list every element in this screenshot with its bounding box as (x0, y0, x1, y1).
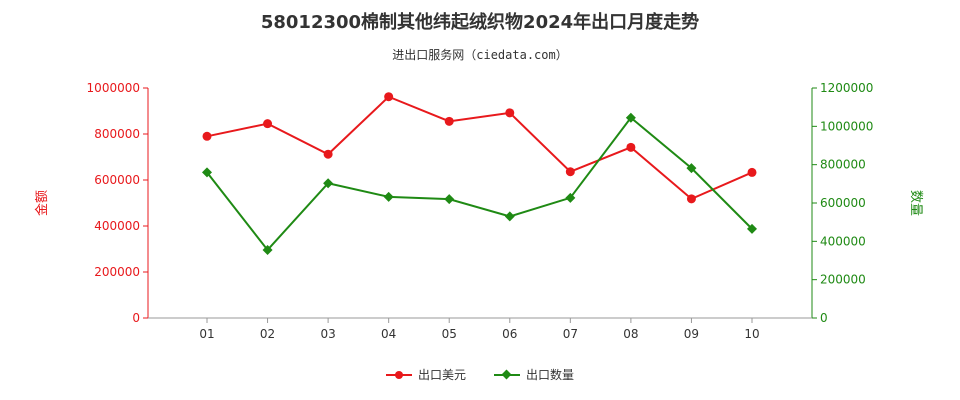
chart-subtitle: 进出口服务网（ciedata.com） (392, 48, 568, 62)
y-left-tick-label: 800000 (94, 127, 140, 141)
series-point-quantity (262, 244, 273, 255)
x-tick-label: 10 (744, 327, 759, 341)
series-line-quantity (206, 116, 753, 252)
series-point-usd (686, 194, 696, 204)
series-point-quantity (383, 191, 394, 202)
y-right-axis-label: 数量 (908, 190, 923, 216)
series-point-usd (565, 167, 575, 177)
x-tick-label: 06 (502, 327, 517, 341)
series-point-usd (747, 167, 757, 177)
x-tick-label: 09 (684, 327, 699, 341)
series-line-usd (206, 95, 753, 201)
y-left-tick-label: 1000000 (87, 81, 140, 95)
series-point-quantity (686, 163, 697, 174)
x-tick-label: 01 (199, 327, 214, 341)
series-point-quantity (565, 192, 576, 203)
y-left-axis-label: 金额 (34, 190, 50, 216)
series-point-quantity (504, 211, 515, 222)
series-point-usd (202, 131, 212, 141)
x-tick-label: 04 (381, 327, 396, 341)
y-right-tick-label: 800000 (820, 158, 866, 172)
legend: 出口美元 出口数量 (0, 366, 960, 383)
y-right-tick-label: 600000 (820, 196, 866, 210)
y-left-tick-label: 400000 (94, 219, 140, 233)
series-point-usd (626, 142, 636, 152)
series-point-usd (263, 119, 273, 129)
chart-title: 58012300棉制其他纬起绒织物2024年出口月度走势 (260, 12, 700, 33)
x-tick-label: 08 (623, 327, 638, 341)
y-right-tick-label: 1000000 (820, 119, 873, 133)
series-point-quantity (747, 223, 757, 234)
series-point-usd (444, 116, 454, 126)
legend-item-usd[interactable]: 出口美元 (385, 366, 466, 383)
y-left-tick-label: 600000 (94, 173, 140, 187)
legend-marker-quantity (494, 373, 520, 376)
y-right-tick-label: 0 (820, 311, 828, 325)
series-point-quantity (323, 178, 334, 189)
y-left-tick-label: 0 (132, 311, 140, 325)
legend-marker-usd (385, 370, 412, 379)
x-tick-label: 07 (563, 327, 578, 341)
series-point-usd (384, 92, 394, 102)
x-tick-label: 05 (442, 327, 457, 341)
legend-label-quantity: 出口数量 (526, 368, 575, 382)
series-point-usd (323, 149, 333, 159)
y-right-tick-label: 1200000 (820, 81, 873, 95)
legend-item-quantity[interactable]: 出口数量 (494, 366, 574, 383)
series-point-usd (505, 108, 515, 118)
series-point-quantity (202, 167, 212, 178)
y-right-tick-label: 200000 (820, 273, 866, 287)
legend-label-usd: 出口美元 (417, 368, 466, 382)
x-tick-label: 02 (260, 327, 275, 341)
series-point-quantity (625, 112, 636, 123)
x-tick-label: 03 (320, 327, 335, 341)
y-left-tick-label: 200000 (94, 265, 140, 279)
y-right-tick-label: 400000 (820, 234, 866, 248)
series-point-quantity (444, 194, 455, 205)
